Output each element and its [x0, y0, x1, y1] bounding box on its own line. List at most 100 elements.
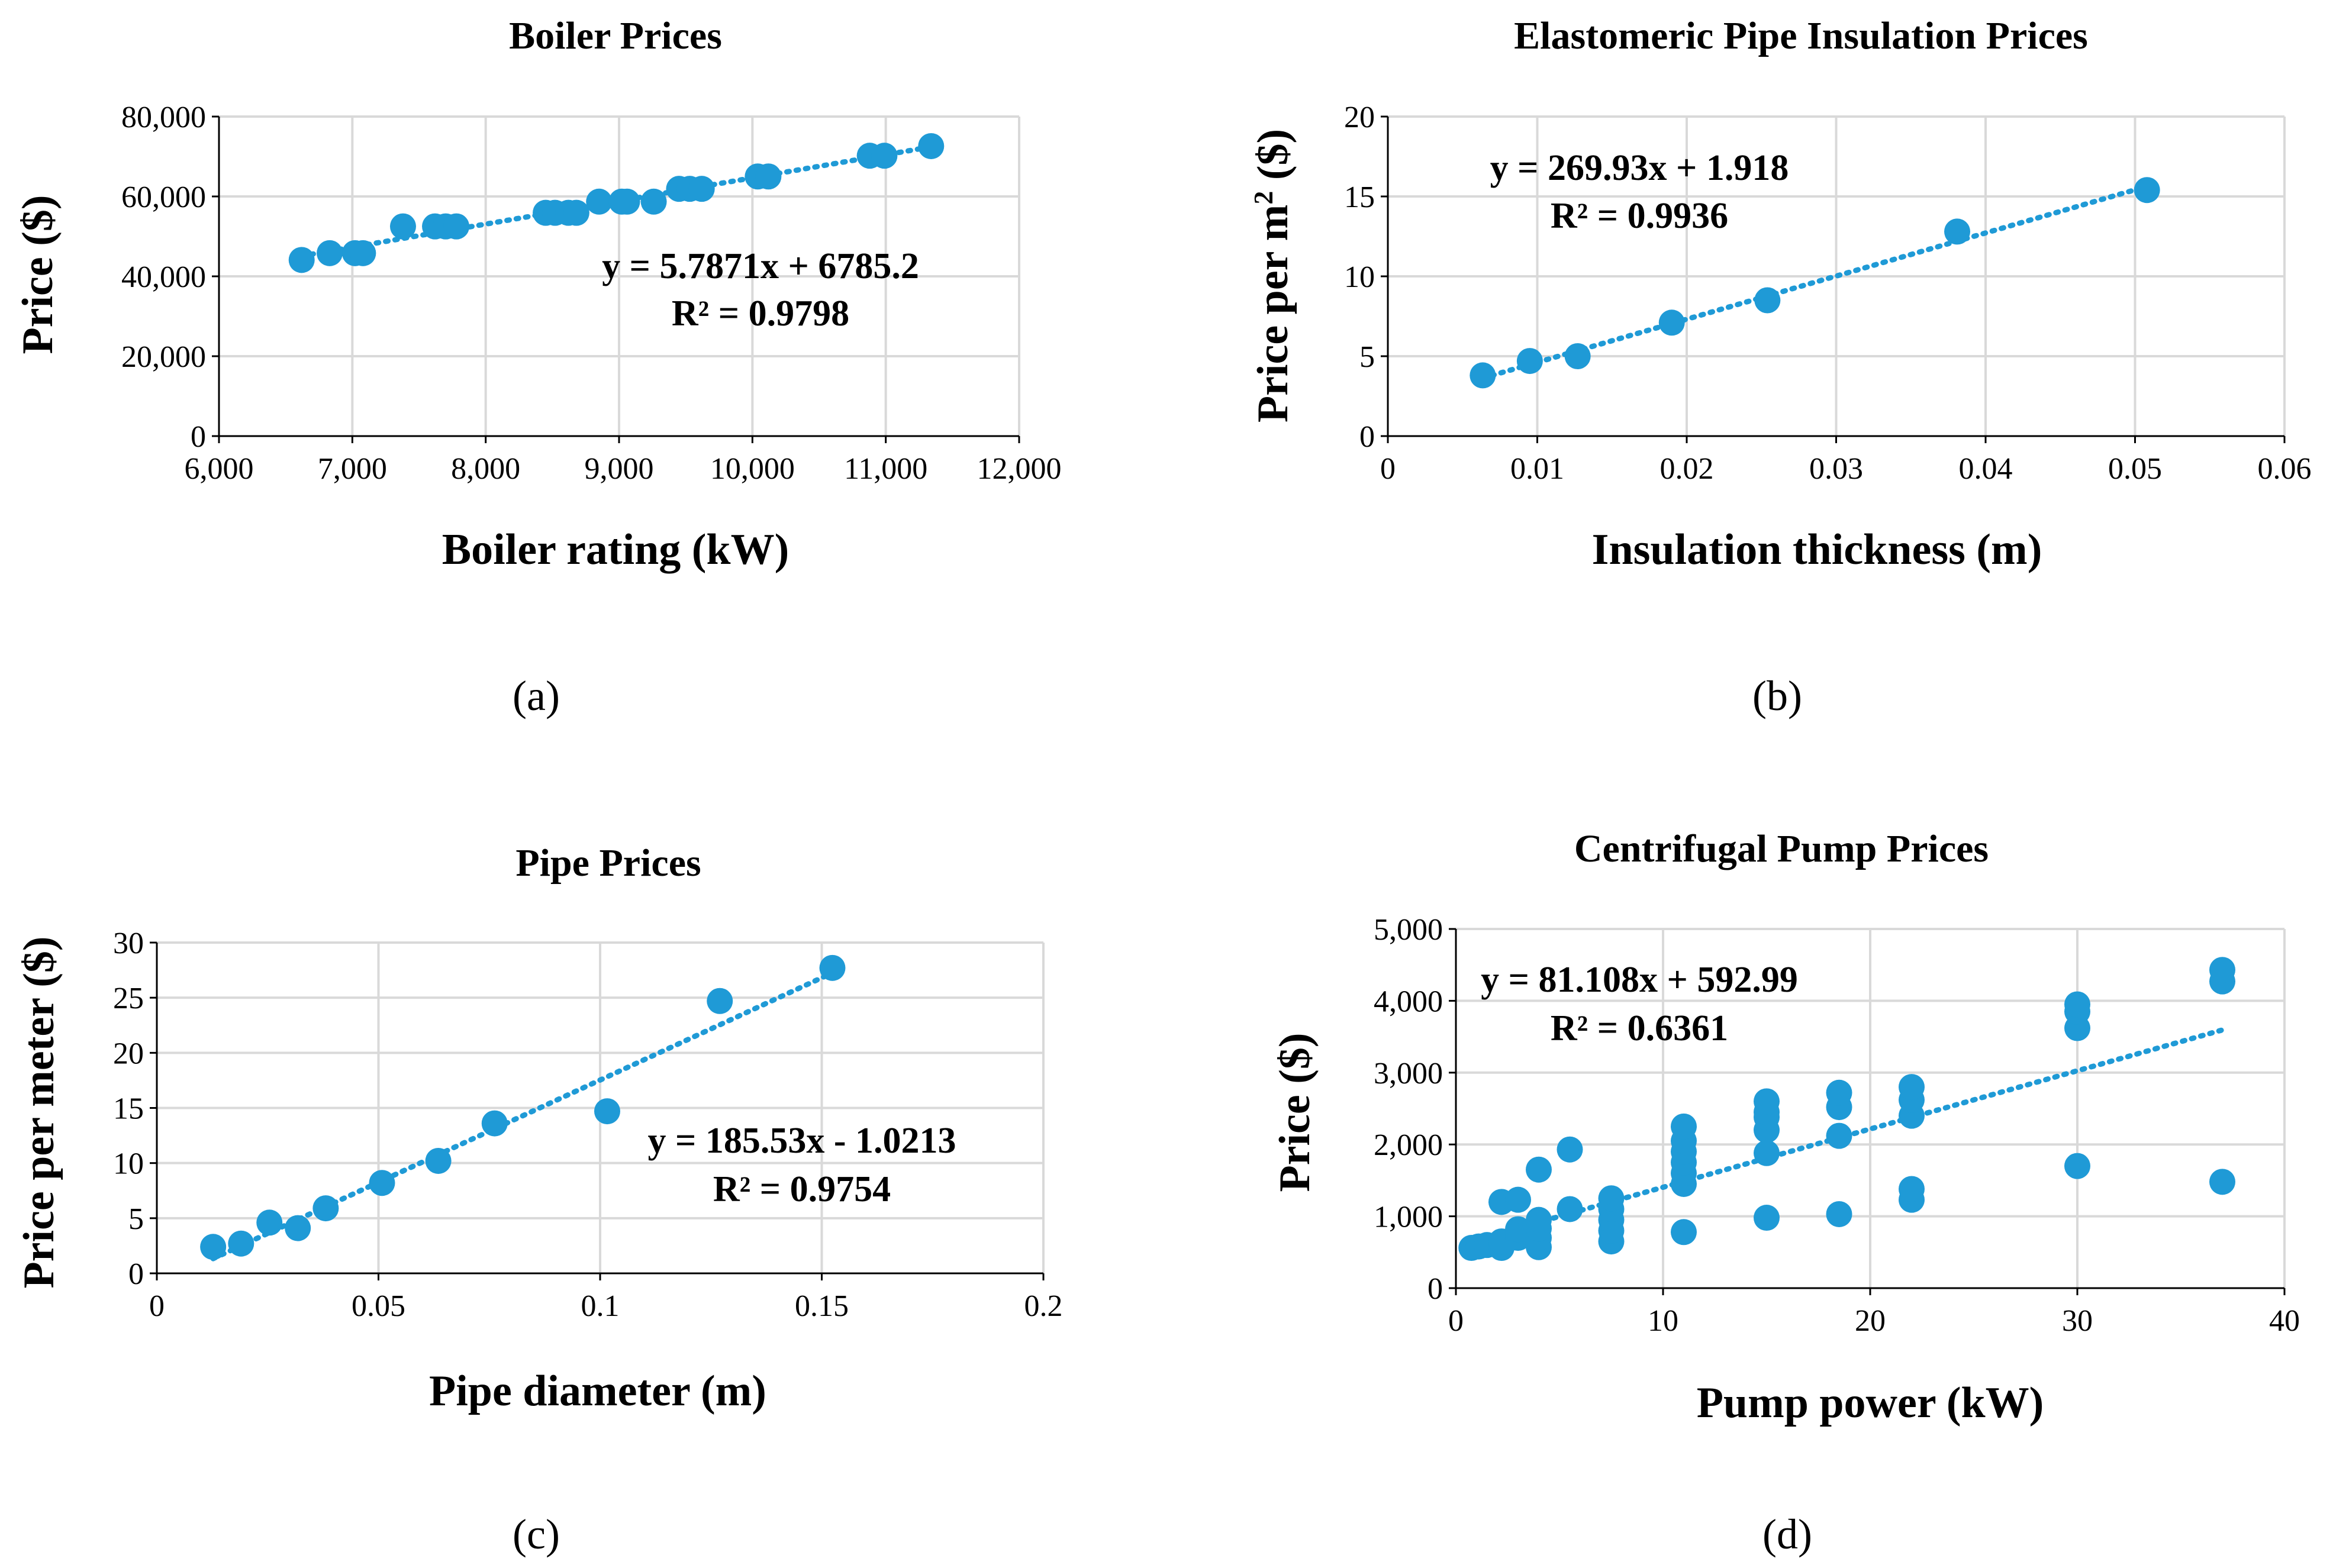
data-point-c [425, 1147, 452, 1174]
y-tick-label-c: 15 [113, 1092, 144, 1126]
y-tick-label-c: 0 [128, 1257, 144, 1291]
x-tick-label-c: 0.2 [1024, 1289, 1063, 1323]
data-point-a [871, 143, 898, 169]
data-point-a [350, 240, 376, 266]
x-tick-label-a: 7,000 [318, 452, 387, 486]
data-point-b [1470, 362, 1496, 389]
plot-area-b: 0 0.01 0.02 0.03 0.04 0.05 0.06 0 5 10 15 20 [1344, 101, 2312, 486]
data-point-d [1899, 1176, 1925, 1202]
trendline-equation-d: y = 81.108x + 592.99 [1481, 960, 1798, 1000]
panel-d: Centrifugal Pump Prices 0 10 20 30 40 0 1,000 2… [1271, 827, 2300, 1558]
data-point-b [1944, 218, 1971, 245]
x-tick-label-a: 10,000 [710, 452, 795, 486]
data-point-c [312, 1195, 339, 1222]
data-point-d [1754, 1205, 1780, 1231]
data-point-c [285, 1215, 311, 1241]
y-tick-label-d: 1,000 [1374, 1201, 1443, 1234]
y-tick-label-c: 25 [113, 982, 144, 1015]
x-tick-label-d: 20 [1855, 1304, 1886, 1338]
data-point-d [1526, 1206, 1552, 1233]
trendline-r-squared-d: R² = 0.6361 [1551, 1008, 1728, 1048]
y-tick-label-b: 20 [1344, 101, 1375, 134]
data-point-c [481, 1110, 508, 1137]
data-point-d [2064, 991, 2090, 1018]
data-point-b [2134, 177, 2160, 204]
data-point-c [256, 1209, 283, 1236]
y-tick-label-c: 5 [128, 1202, 144, 1236]
x-tick-label-b: 0.02 [1660, 452, 1714, 486]
y-axis-title-c: Price per meter ($) [15, 936, 63, 1288]
data-point-d [1598, 1185, 1625, 1212]
x-tick-label-a: 12,000 [977, 452, 1062, 486]
data-point-a [614, 188, 640, 215]
x-tick-label-a: 6,000 [185, 452, 254, 486]
caption-d: (d) [1762, 1511, 1812, 1558]
x-tick-label-d: 10 [1648, 1304, 1678, 1338]
data-point-a [443, 213, 470, 240]
y-tick-label-d: 4,000 [1374, 985, 1443, 1018]
y-tick-label-b: 10 [1344, 260, 1375, 294]
data-point-a [918, 133, 945, 159]
data-point-a [586, 188, 613, 215]
y-tick-label-a: 0 [191, 420, 206, 454]
chart-title-a: Boiler Prices [509, 14, 722, 57]
data-point-b [1564, 343, 1591, 369]
y-axis-title-d: Price ($) [1271, 1033, 1319, 1192]
data-point-a [563, 199, 589, 226]
caption-c: (c) [513, 1511, 560, 1558]
data-point-d [1754, 1088, 1780, 1115]
data-point-d [1826, 1201, 1852, 1227]
data-point-d [1557, 1196, 1583, 1222]
data-point-c [819, 954, 846, 981]
data-point-b [1658, 309, 1685, 336]
panel-a: Boiler Prices 6,000 7,000 8,000 9,000 10,000… [14, 14, 1062, 720]
data-point-a [389, 213, 416, 240]
x-tick-label-c: 0.05 [352, 1289, 405, 1323]
y-tick-label-d: 3,000 [1374, 1057, 1443, 1090]
y-tick-label-b: 5 [1359, 340, 1375, 374]
y-tick-label-a: 80,000 [121, 101, 206, 134]
x-tick-label-c: 0 [149, 1289, 165, 1323]
y-tick-label-d: 2,000 [1374, 1128, 1443, 1162]
data-point-c [228, 1230, 254, 1257]
x-tick-label-a: 11,000 [844, 452, 927, 486]
panel-b: Elastomeric Pipe Insulation Prices 0 0.01… [1248, 14, 2312, 720]
trendline-equation-a: y = 5.7871x + 6785.2 [602, 246, 919, 286]
y-tick-label-a: 20,000 [121, 340, 206, 374]
x-tick-label-b: 0.03 [1809, 452, 1863, 486]
x-tick-label-a: 9,000 [585, 452, 654, 486]
data-point-c [707, 988, 733, 1014]
x-axis-title-a: Boiler rating (kW) [442, 525, 789, 574]
trendline-c [210, 970, 835, 1262]
data-point-d [1526, 1156, 1552, 1183]
y-tick-label-a: 40,000 [121, 260, 206, 294]
data-point-d [2209, 1169, 2235, 1195]
x-tick-label-d: 0 [1448, 1304, 1464, 1338]
data-point-d [1505, 1216, 1531, 1243]
x-tick-label-a: 8,000 [451, 452, 520, 486]
x-axis-title-b: Insulation thickness (m) [1592, 525, 2042, 574]
data-point-d [2209, 957, 2235, 983]
x-tick-label-d: 40 [2269, 1304, 2300, 1338]
data-point-a [755, 163, 782, 190]
chart-title-b: Elastomeric Pipe Insulation Prices [1514, 14, 2088, 57]
x-tick-label-b: 0.01 [1510, 452, 1564, 486]
data-point-c [369, 1170, 395, 1196]
trendline-r-squared-c: R² = 0.9754 [713, 1169, 891, 1209]
trendline-equation-c: y = 185.53x - 1.0213 [648, 1121, 956, 1161]
x-axis-title-d: Pump power (kW) [1697, 1379, 2044, 1427]
plot-area-c: 0 0.05 0.1 0.15 0.2 0 5 10 15 20 25 30 [113, 927, 1063, 1323]
y-axis-title-a: Price ($) [14, 195, 62, 354]
plot-area-d: 0 10 20 30 40 0 1,000 2,000 3,000 4,000 5,000 [1374, 913, 2300, 1338]
panel-c: Pipe Prices 0 0.05 0.1 0.15 0.2051015202530 … [15, 841, 1063, 1558]
y-axis-title-b-superscript: 2 [1248, 191, 1278, 205]
plot-area-a: 6,000 7,000 8,000 9,000 10,000 11,000 12,000 0 2… [121, 101, 1062, 486]
data-point-a [640, 188, 667, 215]
x-tick-label-b: 0.05 [2108, 452, 2162, 486]
x-tick-label-c: 0.15 [795, 1289, 849, 1323]
data-point-d [1557, 1136, 1583, 1163]
data-point-b [1516, 348, 1543, 375]
data-point-c [594, 1098, 620, 1125]
y-tick-label-b: 0 [1359, 420, 1375, 454]
